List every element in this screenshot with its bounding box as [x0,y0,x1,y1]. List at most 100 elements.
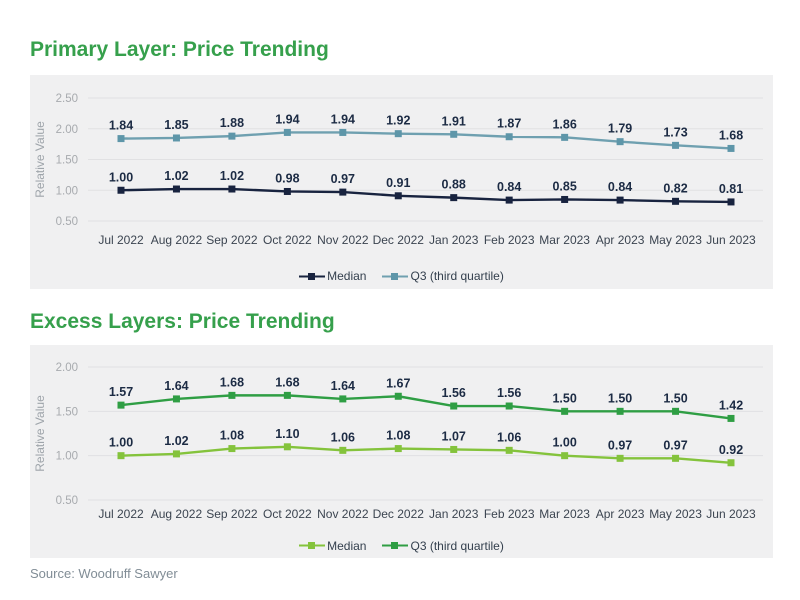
data-label: 1.02 [164,434,188,448]
x-tick-label: May 2023 [649,507,702,521]
data-point-marker [228,391,236,399]
data-label: 1.56 [442,386,466,400]
data-label: 1.94 [331,112,355,126]
x-tick-label: Jan 2023 [429,507,479,521]
y-tick-label: 1.00 [56,185,78,197]
data-label: 1.50 [608,391,632,405]
y-axis-title: Relative Value [33,395,47,472]
series-line-q3-third-quartile [120,394,732,420]
x-tick-label: Jul 2022 [98,507,144,521]
data-point-marker [394,445,402,453]
data-label: 0.85 [552,179,576,193]
data-point-marker [561,133,569,141]
legend-item-q3-third-quartile: Q3 (third quartile) [382,538,504,553]
data-point-marker [616,454,624,462]
x-tick-label: Aug 2022 [151,507,203,521]
data-point-marker [172,134,180,142]
data-point-marker [672,197,680,205]
data-point-marker [283,391,291,399]
y-tick-label: 2.00 [56,362,78,374]
data-point-marker [339,395,347,403]
data-label: 1.64 [331,379,355,393]
data-point-marker [450,130,458,138]
y-tick-label: 1.50 [56,155,78,167]
x-tick-label: Jul 2022 [98,233,144,247]
data-point-marker [283,443,291,451]
excess-layers-chart-panel: 2.00 1.50 1.00 0.50 Relative Value Jul 2022 Au… [30,345,773,558]
data-point-marker [339,188,347,196]
legend-label: Median [327,269,367,283]
data-label: 1.68 [220,375,244,389]
data-label: 0.98 [275,171,299,185]
data-point-marker [727,459,735,467]
data-point-marker [117,135,125,143]
data-point-marker [450,445,458,453]
legend-item-median: Median [299,269,366,283]
series-line-median [120,187,732,204]
legend-label: Q3 (third quartile) [410,538,504,553]
data-label: 1.02 [164,169,188,183]
data-point-marker [172,185,180,193]
data-label: 0.88 [442,178,466,192]
data-point-marker [561,195,569,203]
data-point-marker [561,407,569,415]
legend-item-median: Median [299,539,366,553]
data-point-marker [450,194,458,202]
data-label: 0.81 [719,182,743,196]
data-point-marker [283,128,291,136]
x-tick-label: Oct 2022 [263,507,312,521]
data-label: 1.68 [719,128,743,142]
data-label: 1.87 [497,117,521,131]
data-label: 1.00 [552,436,576,450]
data-point-marker [117,452,125,460]
data-point-marker [672,454,680,462]
data-point-marker [117,186,125,194]
data-label: 1.00 [109,170,133,184]
data-point-marker [228,132,236,140]
legend-label: Median [327,538,367,553]
y-tick-label: 0.50 [56,495,78,507]
data-label: 0.97 [331,172,355,186]
data-point-marker [727,414,735,422]
x-tick-label: Oct 2022 [263,233,312,247]
data-label: 0.97 [608,438,632,452]
x-tick-label: Jun 2023 [706,507,756,521]
data-label: 1.10 [275,427,299,441]
data-label: 1.84 [109,119,133,133]
data-label: 1.56 [497,386,521,400]
chart-canvas: 2.50 2.00 1.50 1.00 0.50 Relative Value Jul 20… [33,93,763,247]
data-point-marker [172,395,180,403]
data-point-marker [283,187,291,195]
x-tick-label: Feb 2023 [484,507,535,521]
x-tick-label: Jun 2023 [706,233,756,247]
data-label: 0.92 [719,443,743,457]
data-label: 1.88 [220,116,244,130]
excess-layers-chart-title: Excess Layers: Price Trending [30,310,335,333]
report-page: Primary Layer: Price Trending 2.50 2.00 1.… [0,36,800,600]
data-label: 1.50 [552,391,576,405]
data-point-marker [394,392,402,400]
x-tick-label: Nov 2022 [317,507,369,521]
y-tick-label: 2.00 [56,124,78,136]
data-point-marker [505,196,513,204]
data-label: 1.64 [164,379,188,393]
data-point-marker [727,144,735,152]
data-point-marker [505,446,513,454]
data-label: 1.42 [719,398,743,412]
data-label: 1.91 [442,114,466,128]
data-label: 1.07 [442,429,466,443]
legend-label: Q3 (third quartile) [410,269,504,283]
y-tick-label: 2.50 [56,93,78,105]
data-point-marker [172,450,180,458]
data-point-marker [394,130,402,138]
primary-layer-chart-panel: 2.50 2.00 1.50 1.00 0.50 Relative Value Jul 20… [30,75,773,289]
data-label: 1.08 [220,429,244,443]
source-note: Source: Woodruff Sawyer [30,566,178,581]
x-tick-label: Apr 2023 [596,507,645,521]
data-label: 1.79 [608,122,632,136]
legend-marker-icon [382,542,409,549]
data-point-marker [505,402,513,410]
data-label: 1.68 [275,375,299,389]
data-point-marker [339,128,347,136]
data-label: 0.84 [497,180,521,194]
